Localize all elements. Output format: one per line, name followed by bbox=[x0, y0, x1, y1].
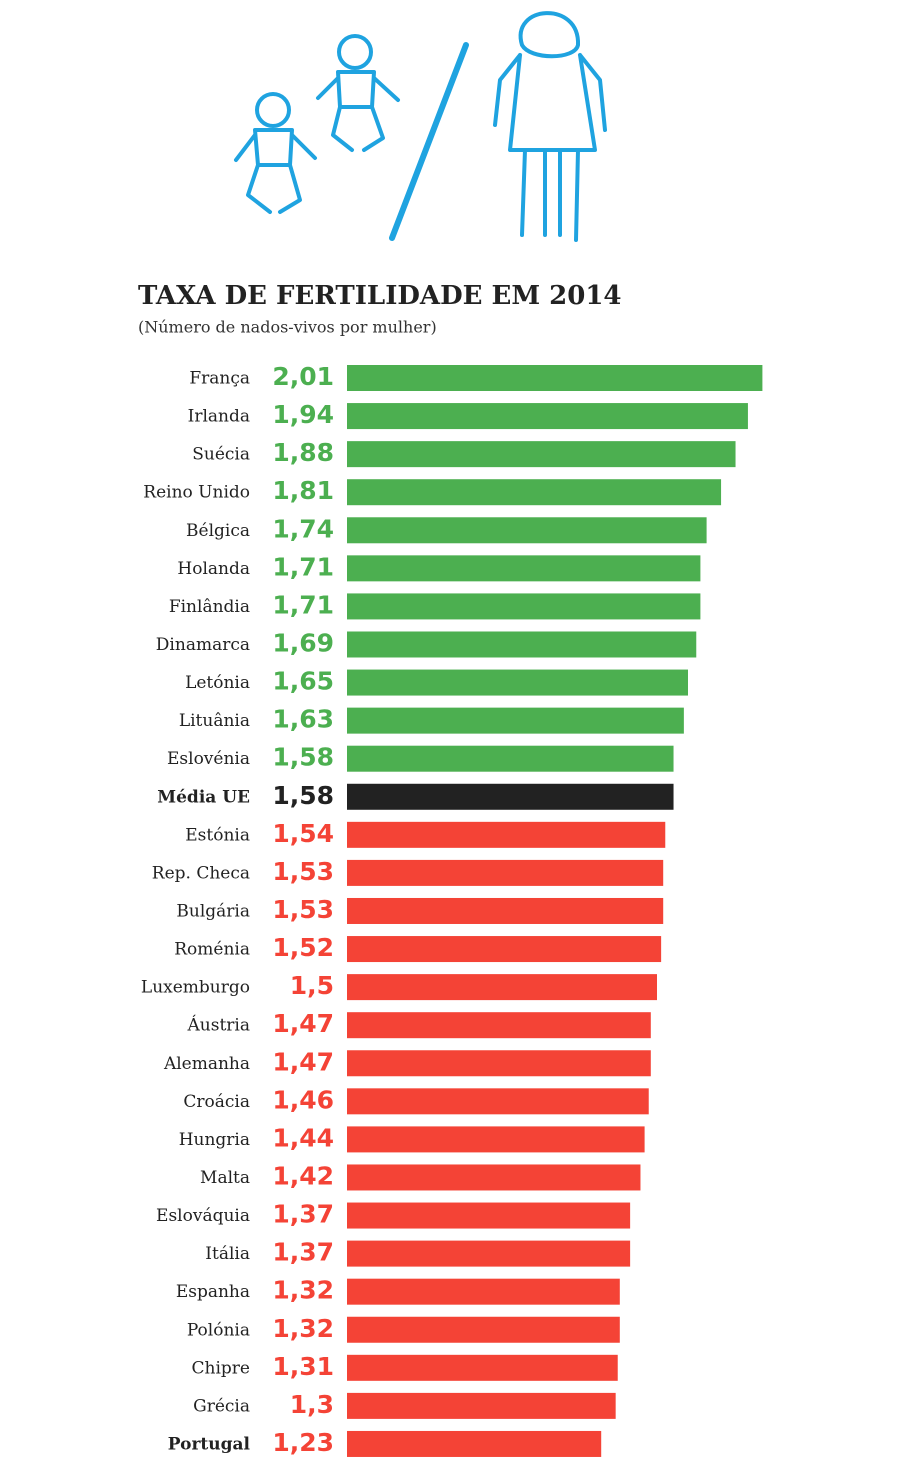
value-label: 1,37 bbox=[272, 1238, 334, 1267]
category-label: Eslovénia bbox=[167, 749, 250, 769]
bar bbox=[347, 1164, 641, 1191]
category-label: Dinamarca bbox=[156, 635, 250, 655]
category-label: Holanda bbox=[177, 559, 250, 579]
bar bbox=[347, 1278, 620, 1305]
value-label: 1,65 bbox=[272, 667, 334, 696]
value-label: 1,58 bbox=[272, 781, 334, 810]
category-label: Chipre bbox=[192, 1358, 250, 1378]
bar bbox=[347, 1126, 645, 1153]
bar bbox=[347, 974, 657, 1001]
bar bbox=[347, 441, 736, 468]
category-label: Rep. Checa bbox=[152, 863, 250, 883]
value-label: 1,54 bbox=[272, 819, 334, 848]
value-label: 1,32 bbox=[272, 1276, 334, 1305]
bar bbox=[347, 479, 722, 506]
category-label: Hungria bbox=[179, 1130, 250, 1150]
category-label: Áustria bbox=[187, 1015, 250, 1036]
bar bbox=[347, 517, 707, 544]
bar bbox=[347, 1088, 649, 1115]
value-label: 1,46 bbox=[272, 1085, 334, 1114]
value-label: 1,69 bbox=[272, 628, 334, 657]
bar bbox=[347, 1430, 602, 1457]
bar bbox=[347, 859, 664, 886]
value-label: 1,52 bbox=[272, 933, 334, 962]
category-label: Estónia bbox=[185, 825, 250, 845]
illustration bbox=[234, 11, 607, 242]
bar bbox=[347, 1354, 618, 1381]
category-label: Reino Unido bbox=[143, 483, 250, 503]
bar bbox=[347, 1392, 616, 1419]
category-label: Polónia bbox=[187, 1320, 250, 1340]
bar bbox=[347, 1240, 631, 1267]
value-label: 1,47 bbox=[272, 1009, 334, 1038]
category-label: Irlanda bbox=[188, 407, 250, 427]
bar bbox=[347, 669, 688, 696]
value-label: 1,53 bbox=[272, 857, 334, 886]
value-label: 1,81 bbox=[272, 476, 334, 505]
value-label: 1,32 bbox=[272, 1314, 334, 1343]
value-label: 1,94 bbox=[272, 400, 334, 429]
value-label: 1,23 bbox=[272, 1428, 334, 1457]
category-label: Bulgária bbox=[176, 901, 250, 921]
value-label: 1,44 bbox=[272, 1123, 334, 1152]
value-label: 1,74 bbox=[272, 514, 334, 543]
category-label: Bélgica bbox=[186, 521, 250, 541]
value-label: 1,63 bbox=[272, 705, 334, 734]
chart-title: TAXA DE FERTILIDADE EM 2014 bbox=[138, 281, 622, 311]
category-label: Roménia bbox=[174, 940, 250, 960]
value-label: 1,47 bbox=[272, 1047, 334, 1076]
bar bbox=[347, 1202, 631, 1229]
bar bbox=[347, 821, 666, 848]
bar bbox=[347, 365, 763, 391]
bar bbox=[347, 936, 662, 963]
value-label: 1,5 bbox=[290, 971, 334, 1000]
bar bbox=[347, 1050, 651, 1077]
category-label: Eslováquia bbox=[156, 1206, 250, 1226]
category-label: Grécia bbox=[193, 1396, 250, 1416]
category-label: Malta bbox=[200, 1168, 250, 1188]
bar bbox=[347, 1316, 620, 1343]
bar bbox=[347, 897, 664, 924]
category-label: Itália bbox=[205, 1244, 250, 1264]
value-label: 1,42 bbox=[272, 1161, 334, 1190]
value-label: 1,71 bbox=[272, 552, 334, 581]
category-label: França bbox=[189, 369, 250, 389]
category-label: Letónia bbox=[185, 673, 250, 693]
value-label: 1,31 bbox=[272, 1352, 334, 1381]
bar bbox=[347, 631, 697, 658]
value-label: 1,58 bbox=[272, 743, 334, 772]
category-label: Luxemburgo bbox=[141, 978, 250, 998]
bar bbox=[347, 745, 674, 772]
value-label: 1,53 bbox=[272, 895, 334, 924]
bar bbox=[347, 403, 748, 430]
category-label: Croácia bbox=[183, 1092, 250, 1112]
value-label: 1,3 bbox=[290, 1390, 334, 1419]
value-label: 1,88 bbox=[272, 438, 334, 467]
bar bbox=[347, 1012, 651, 1039]
category-label: Lituânia bbox=[179, 711, 250, 731]
bar bbox=[347, 783, 674, 810]
category-label: Finlândia bbox=[169, 597, 250, 617]
value-label: 2,01 bbox=[272, 362, 334, 391]
bar bbox=[347, 593, 701, 620]
bar bbox=[347, 555, 701, 582]
value-label: 1,71 bbox=[272, 590, 334, 619]
category-label: Suécia bbox=[192, 445, 250, 465]
category-label: Média UE bbox=[157, 787, 250, 807]
bar bbox=[347, 707, 684, 734]
chart-subtitle: (Número de nados-vivos por mulher) bbox=[138, 318, 437, 337]
category-label: Portugal bbox=[168, 1434, 251, 1454]
category-label: Espanha bbox=[176, 1282, 250, 1302]
value-label: 1,37 bbox=[272, 1200, 334, 1229]
category-label: Alemanha bbox=[163, 1054, 250, 1074]
